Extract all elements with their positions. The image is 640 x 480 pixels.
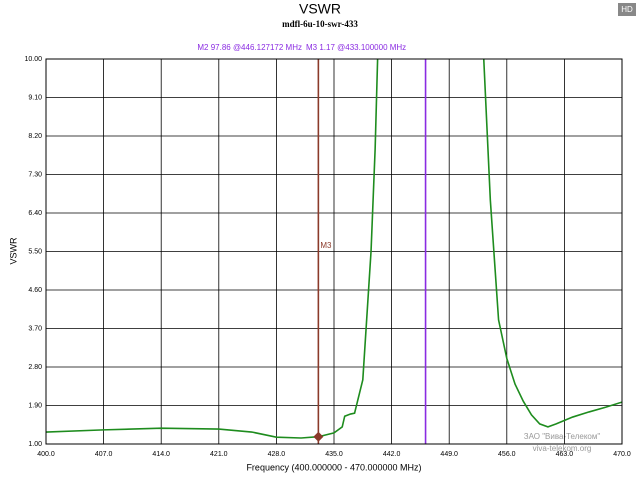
badge: HD xyxy=(621,5,633,14)
y-tick-label: 7.30 xyxy=(28,171,42,178)
y-tick-label: 6.40 xyxy=(28,210,42,217)
x-tick-label: 414.0 xyxy=(152,451,170,458)
x-axis-label: Frequency (400.000000 - 470.000000 MHz) xyxy=(246,462,421,472)
y-tick-label: 9.10 xyxy=(28,94,42,101)
x-tick-label: 435.0 xyxy=(325,451,343,458)
x-tick-label: 449.0 xyxy=(440,451,458,458)
x-tick-label: 428.0 xyxy=(268,451,286,458)
series-line xyxy=(46,59,622,439)
x-tick-label: 421.0 xyxy=(210,451,228,458)
x-tick-label: 442.0 xyxy=(383,451,401,458)
chart-title: VSWR xyxy=(299,1,341,17)
y-tick-label: 2.80 xyxy=(28,364,42,371)
plot-area xyxy=(46,59,622,439)
badge-bg xyxy=(618,3,636,16)
marker-label: M3 xyxy=(320,241,332,250)
watermark: viva-telekom.org xyxy=(533,444,592,453)
x-tick-label: 470.0 xyxy=(613,451,631,458)
y-tick-label: 4.60 xyxy=(28,287,42,294)
x-tick-label: 407.0 xyxy=(95,451,113,458)
x-tick-label: 400.0 xyxy=(37,451,55,458)
marker-point xyxy=(313,431,324,442)
plot-frame xyxy=(45,58,623,445)
y-tick-label: 3.70 xyxy=(28,325,42,332)
x-tick-label: 463.0 xyxy=(556,451,574,458)
marker-readout: M2 97.86 @446.127172 MHz xyxy=(197,43,302,52)
chart-subtitle: mdfl-6u-10-swr-433 xyxy=(282,19,358,29)
watermark: ЗАО "Вива-Телеком" xyxy=(524,432,601,441)
x-tick-label: 456.0 xyxy=(498,451,516,458)
marker-readout: M3 1.17 @433.100000 MHz xyxy=(306,43,406,52)
y-tick-label: 1.00 xyxy=(28,441,42,448)
y-tick-label: 1.90 xyxy=(28,402,42,409)
y-tick-label: 8.20 xyxy=(28,133,42,140)
y-tick-label: 10.00 xyxy=(24,56,42,63)
y-tick-label: 5.50 xyxy=(28,248,42,255)
y-axis-label: VSWR xyxy=(8,237,18,265)
